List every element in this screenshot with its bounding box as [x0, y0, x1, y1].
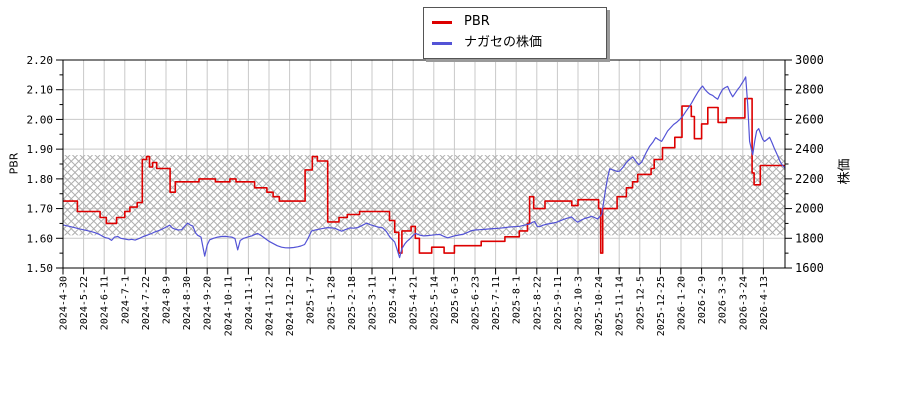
x-tick-label: 2025-9-11	[553, 276, 564, 330]
x-tick-label: 2024-6-11	[100, 276, 111, 330]
svg-text:1800: 1800	[795, 231, 824, 245]
x-tick-label: 2025-2-18	[347, 276, 358, 330]
x-tick-label: 2025-10-24	[594, 276, 605, 336]
x-tick-label: 2025-10-3	[574, 276, 585, 330]
x-tick-label: 2025-11-14	[615, 276, 626, 336]
svg-text:2.00: 2.00	[27, 113, 54, 126]
x-tick-label: 2024-8-9	[162, 276, 173, 324]
x-tick-label: 2024-10-11	[223, 276, 234, 336]
stock-line-swatch-icon	[432, 41, 452, 45]
x-tick-label: 2025-1-7	[306, 276, 317, 324]
x-tick-label: 2025-4-21	[409, 276, 420, 330]
svg-text:2.10: 2.10	[27, 84, 54, 97]
legend: PBR ナガセの株価	[423, 7, 607, 59]
svg-text:1.70: 1.70	[27, 203, 54, 216]
svg-text:2200: 2200	[795, 172, 824, 186]
legend-label-pbr: PBR	[464, 14, 490, 29]
x-tick-label: 2025-6-3	[450, 276, 461, 324]
svg-text:2400: 2400	[795, 142, 824, 156]
svg-text:1.80: 1.80	[27, 173, 54, 186]
x-tick-label: 2024-12-12	[285, 276, 296, 336]
x-tick-label: 2025-8-1	[512, 276, 523, 324]
right-axis-title: 株価	[837, 158, 853, 185]
svg-text:2.20: 2.20	[27, 54, 54, 67]
y-axis-left: 1.50 1.60 1.70 1.80 1.90 2.00 2.10 2.20	[27, 54, 63, 275]
svg-text:1.90: 1.90	[27, 143, 54, 156]
y-axis-right: 1600 1800 2000 2200 2400 2600 2800 3000	[785, 53, 824, 275]
x-tick-label: 2025-8-22	[532, 276, 543, 330]
x-tick-label: 2026-3-3	[718, 276, 729, 324]
x-tick-label: 2026-1-20	[677, 276, 688, 330]
x-tick-label: 2025-3-11	[368, 276, 379, 330]
svg-text:2800: 2800	[795, 83, 824, 97]
pbr-line-swatch-icon	[432, 20, 452, 24]
x-tick-label: 2024-7-22	[141, 276, 152, 330]
x-tick-label: 2024-11-22	[265, 276, 276, 336]
x-tick-label: 2024-11-1	[244, 276, 255, 330]
x-tick-label: 2025-12-5	[635, 276, 646, 330]
x-tick-label: 2025-6-23	[471, 276, 482, 330]
svg-text:1.50: 1.50	[27, 262, 54, 275]
x-axis: 2024-4-30 2024-5-22 2024-6-11 2024-7-1 2024-…	[59, 268, 770, 336]
legend-label-stock: ナガセの株価	[464, 35, 543, 51]
hatched-band	[63, 155, 785, 236]
x-tick-label: 2026-4-13	[759, 276, 770, 330]
x-tick-label: 2026-2-9	[697, 276, 708, 324]
x-tick-label: 2025-12-25	[656, 276, 667, 336]
x-tick-label: 2025-4-1	[388, 276, 399, 324]
svg-text:3000: 3000	[795, 53, 824, 67]
x-tick-label: 2024-4-30	[59, 276, 70, 330]
svg-text:2600: 2600	[795, 112, 824, 126]
x-tick-label: 2024-9-20	[203, 276, 214, 330]
series-stock	[62, 76, 786, 259]
x-tick-label: 2025-1-28	[326, 276, 337, 330]
x-tick-label: 2025-5-14	[429, 276, 440, 330]
x-tick-label: 2024-7-1	[120, 276, 131, 324]
svg-text:1600: 1600	[795, 261, 824, 275]
svg-text:1.60: 1.60	[27, 232, 54, 245]
x-tick-label: 2026-3-24	[738, 276, 749, 330]
legend-item-stock: ナガセの株価	[432, 35, 596, 51]
legend-item-pbr: PBR	[432, 14, 596, 29]
series-pbr	[63, 97, 785, 254]
left-axis-title: PBR	[7, 152, 21, 175]
x-tick-label: 2024-5-22	[79, 276, 90, 330]
svg-text:2000: 2000	[795, 202, 824, 216]
x-tick-label: 2024-8-30	[182, 276, 193, 330]
x-tick-label: 2025-7-11	[491, 276, 502, 330]
